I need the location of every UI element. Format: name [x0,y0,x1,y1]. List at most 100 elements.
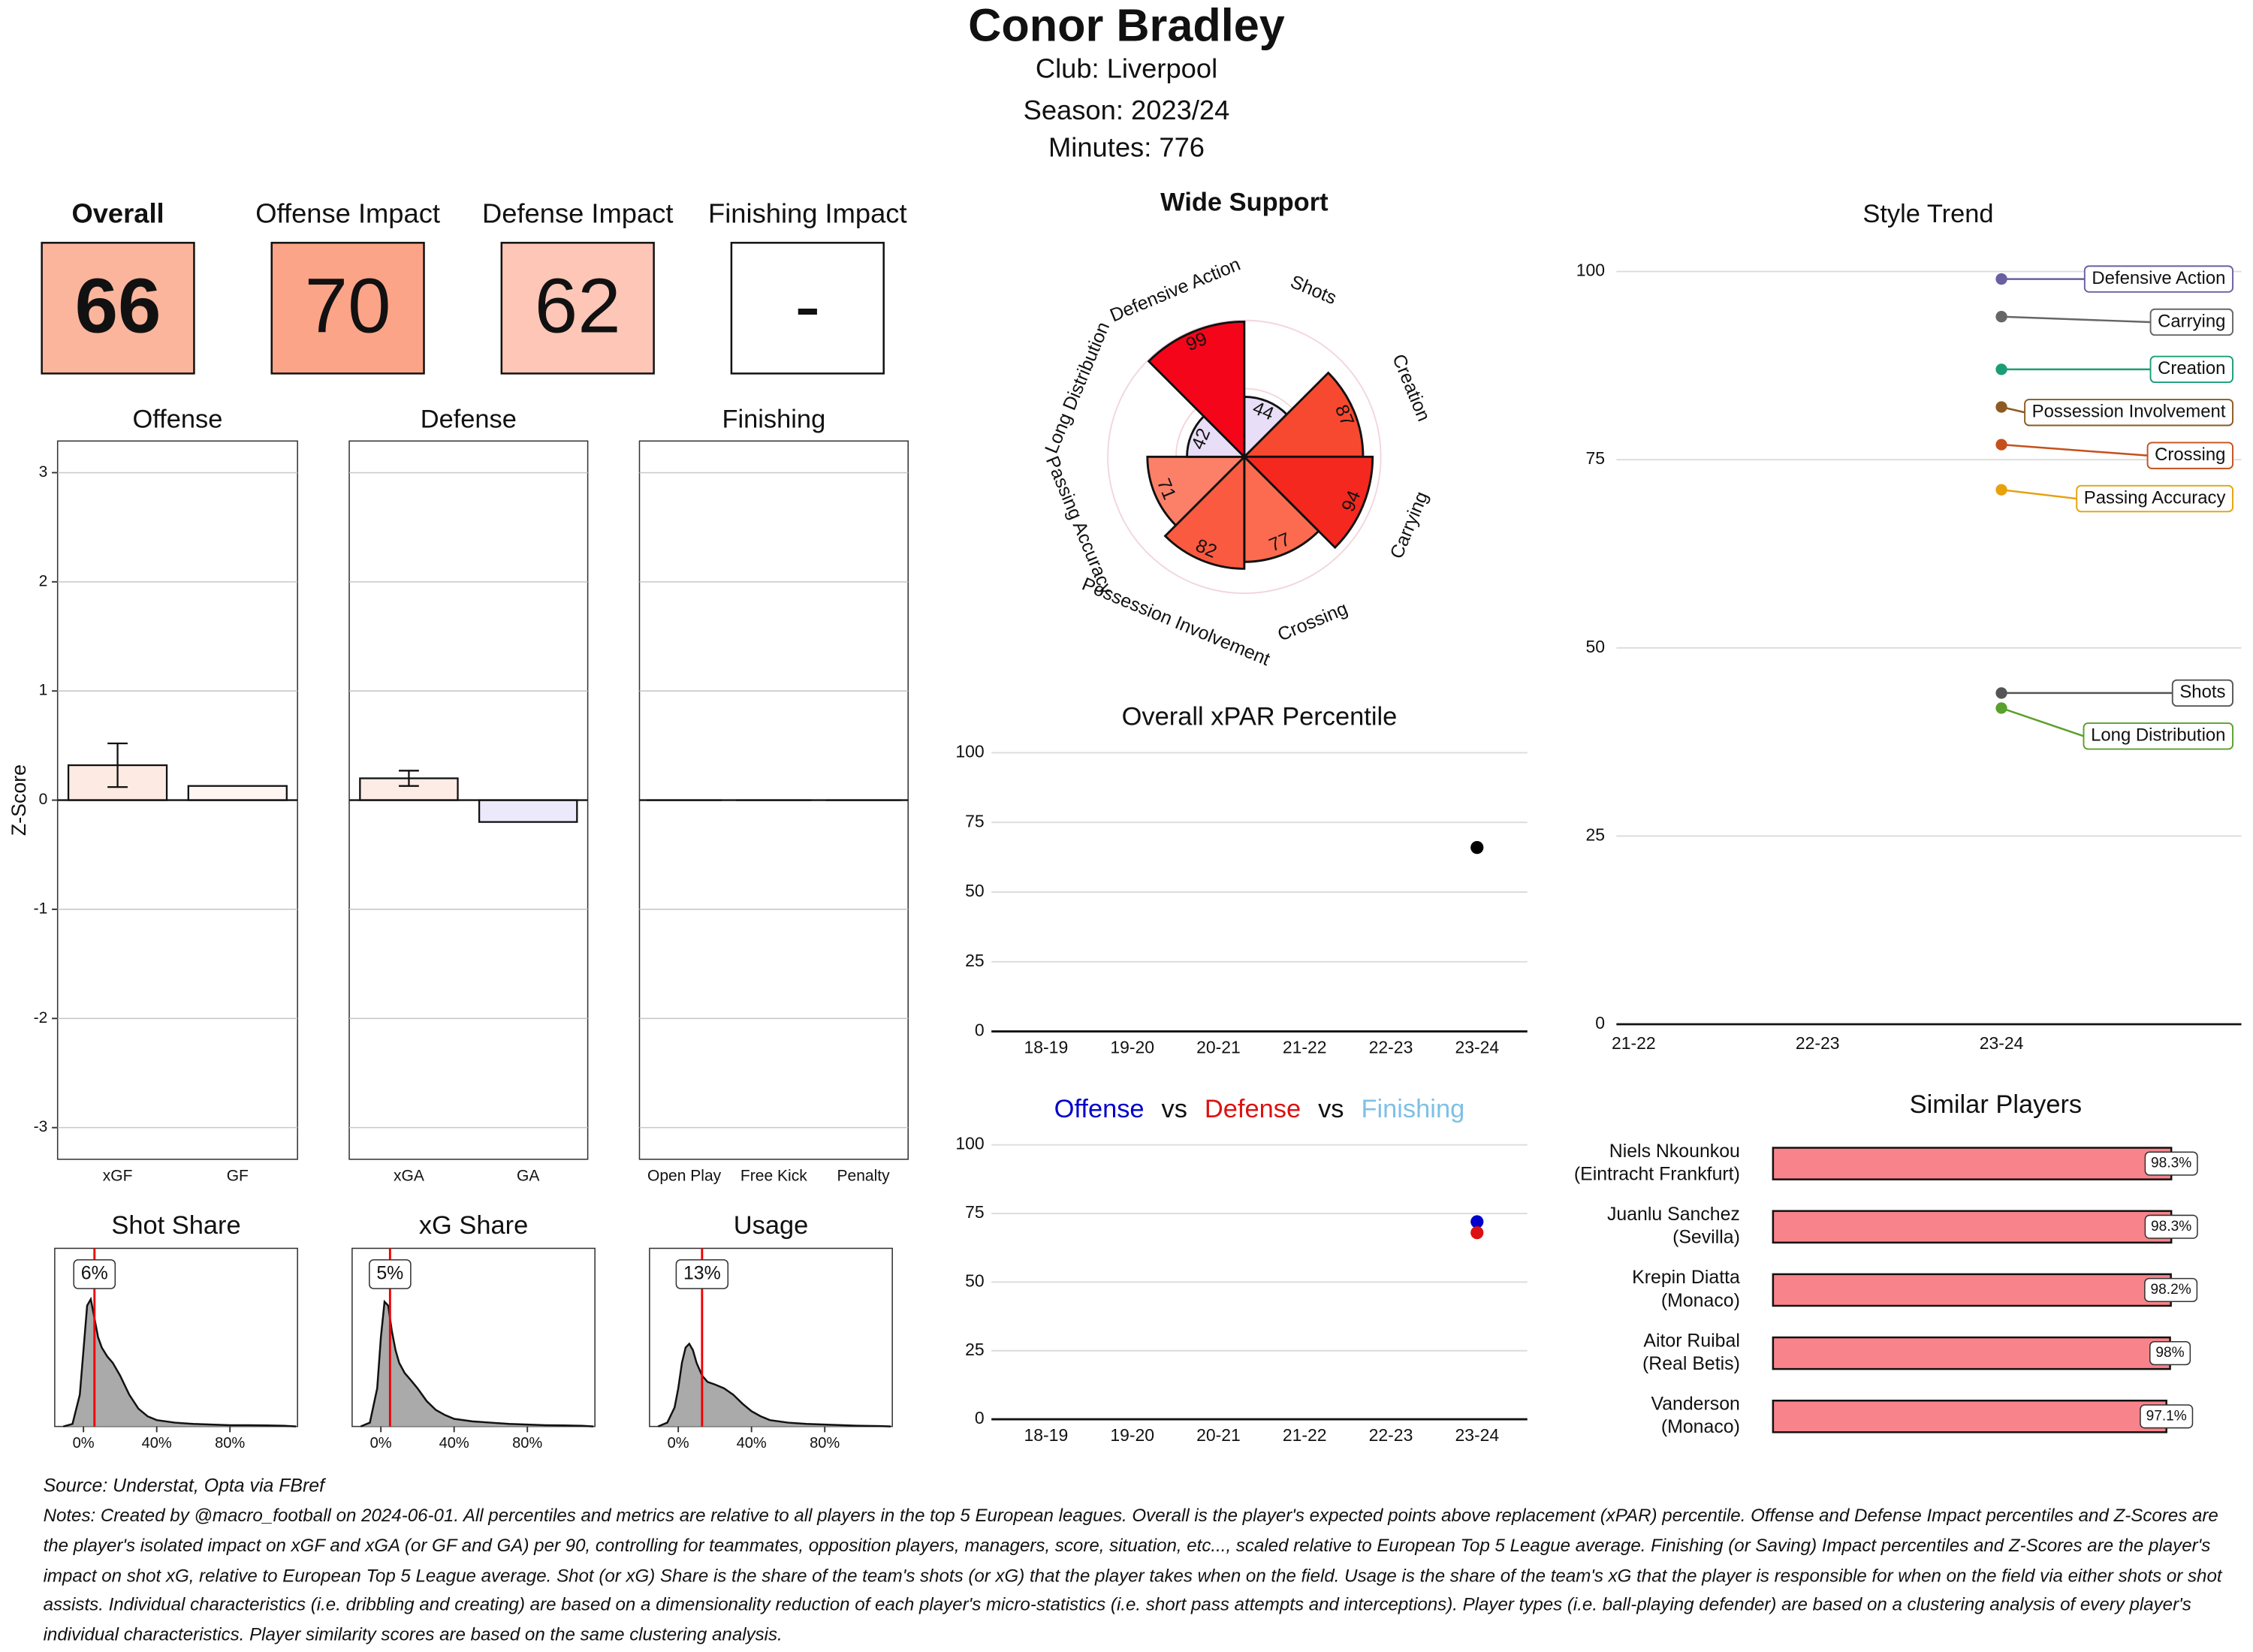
category-label: Carrying [1386,489,1433,562]
leader-line [2001,315,2151,324]
score-box [500,242,655,375]
x-tick-label: Penalty [837,1167,891,1184]
y-tick-label: -1 [34,900,48,917]
y-tick-label: 3 [39,463,48,481]
x-tick-label: 23-24 [1980,1033,2024,1053]
chart-title: Similar Players [1910,1090,2083,1119]
chart-title: Shot Share [111,1211,240,1240]
y-tick-label: 25 [965,951,985,970]
polar-bar [1241,455,1374,550]
point [1470,1215,1484,1228]
y-tick-label: 75 [1586,448,1606,468]
legend-entry: Carrying [2158,311,2225,331]
x-tick-label: 21-22 [1612,1033,1656,1053]
score-value: - [795,261,820,348]
player-name: Krepin Diatta [1632,1267,1740,1288]
bar [1772,1336,2171,1370]
score-label: Offense Impact [255,198,440,229]
score-box [270,242,425,375]
notes: Notes: Created by @macro_football on 202… [43,1505,2222,1645]
x-tick-label: 40% [142,1435,172,1452]
x-tick-label: 40% [737,1435,767,1452]
legend-entry: Passing Accuracy [2084,487,2226,508]
x-tick-label: 21-22 [1283,1038,1327,1057]
value-label: 98.2% [2151,1282,2191,1298]
y-axis-label: Z-Score [8,764,30,836]
polar-bar [1147,320,1246,460]
x-tick-label: 18-19 [1024,1038,1069,1057]
y-tick-label: 25 [1586,824,1606,844]
polar-bar [1241,371,1365,458]
x-tick-label: 40% [439,1435,469,1452]
point [1995,273,2007,285]
y-tick-label: 0 [975,1408,985,1427]
y-tick-label: 50 [965,881,985,900]
y-tick-label: 75 [965,1202,985,1222]
player-club: (Sevilla) [1672,1227,1740,1248]
y-tick-label: 2 [39,572,48,589]
value-label-box [2144,1214,2198,1239]
radial-guide [1107,319,1382,595]
category-label: Long Distribution [1041,319,1114,457]
player-club: (Monaco) [1661,1290,1740,1311]
chart-title: Offense [132,405,222,434]
legend-entry: Long Distribution [2091,725,2225,746]
x-tick-label: 23-24 [1455,1038,1499,1057]
legend-entry: Possession Involvement [2032,402,2226,422]
x-tick-label: 22-23 [1369,1425,1413,1445]
chart-title: Usage [734,1211,809,1240]
y-tick-label: 1 [39,682,48,699]
density-line [360,1299,594,1427]
marker-label: 13% [683,1262,721,1283]
density-area [360,1301,593,1427]
x-tick-label: GF [227,1167,249,1184]
x-tick-label: 18-19 [1024,1425,1069,1445]
category-label: Defensive Action [1107,254,1244,327]
chart-title: Wide Support [1160,188,1329,217]
score-label: Defense Impact [482,198,673,229]
category-label: Passing Accuracy [1042,453,1117,598]
marker-label: 5% [376,1262,403,1283]
y-tick-label: 0 [39,791,48,808]
x-tick-label: 80% [810,1435,840,1452]
bar [1772,1273,2172,1307]
value-label: 97.1% [2146,1408,2187,1424]
bar [1772,1210,2173,1244]
score-label: Overall [71,198,164,229]
score-value: 62 [535,261,621,348]
density-area [63,1299,296,1427]
title-separator: vs [1318,1095,1344,1123]
x-tick-label: 22-23 [1796,1033,1840,1053]
value-label: 98.3% [2151,1156,2191,1171]
density-line [657,1342,891,1427]
title-separator: vs [1162,1095,1187,1123]
legend-entry: Crossing [2155,445,2225,465]
chart-title: Finishing [722,405,825,434]
marker-label-box [675,1259,729,1289]
x-tick-label: Free Kick [740,1167,807,1184]
x-tick-label: GA [517,1167,539,1184]
point [1995,401,2007,413]
point [1995,311,2007,323]
value-label: 98.3% [2151,1219,2191,1234]
score-value: 70 [305,261,391,348]
leader-line [2001,707,2084,737]
x-tick-label: 0% [668,1435,689,1452]
chart-title: Defense [421,405,517,434]
y-tick-label: 75 [965,811,985,831]
x-tick-label: xGF [103,1167,133,1184]
chart-title: Overall xPAR Percentile [1122,703,1398,731]
y-tick-label: 50 [965,1271,985,1290]
y-tick-label: 100 [955,741,984,761]
player-club: (Monaco) [1661,1416,1740,1437]
x-tick-label: 20-21 [1196,1038,1241,1057]
player-name: Juanlu Sanchez [1607,1204,1740,1225]
header-line: Club: Liverpool [1036,53,1217,83]
point [1995,439,2007,451]
y-tick-label: 0 [1595,1013,1605,1032]
bar [1772,1399,2167,1433]
x-tick-label: 21-22 [1283,1425,1327,1445]
value-label-box [2149,1341,2191,1366]
x-tick-label: 0% [73,1435,95,1452]
